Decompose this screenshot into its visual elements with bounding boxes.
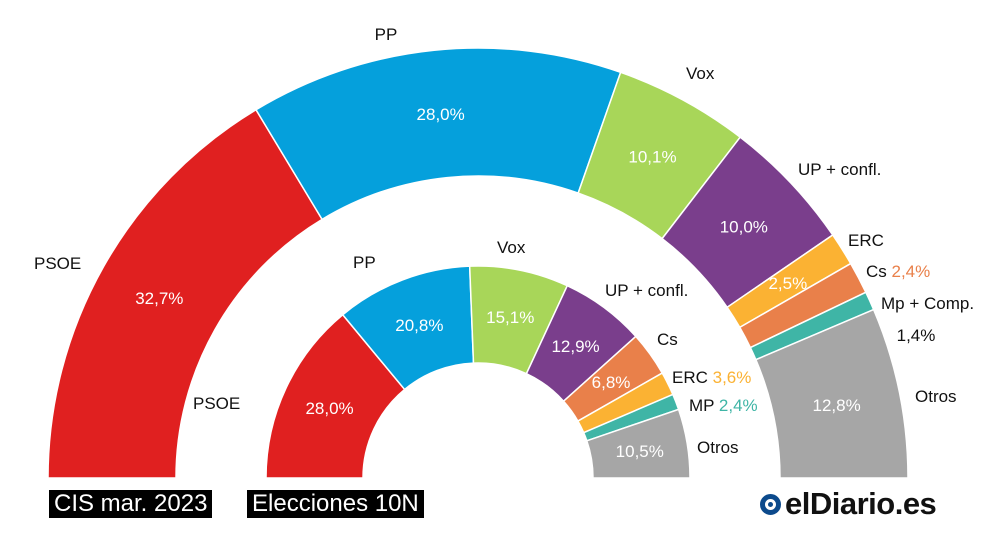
outer-slice-otros — [754, 308, 909, 479]
inner-label-psoe: PSOE — [193, 394, 240, 413]
outer-label-vox: Vox — [686, 64, 715, 83]
outer-label-up-confl: UP + confl. — [798, 160, 881, 179]
eldiario-logo-text: elDiario.es — [785, 486, 937, 521]
inner-label-vox: Vox — [497, 238, 526, 257]
outer-value-otros: 12,8% — [813, 396, 861, 415]
inner-value-otros: 10,5% — [616, 442, 664, 461]
inner-slice-otros — [585, 408, 691, 479]
outer-label-pp: PP — [375, 25, 398, 44]
eldiario-logo-icon — [760, 493, 781, 515]
outer-value-erc: 2,5% — [768, 274, 807, 293]
inner-label-pp: PP — [353, 253, 376, 272]
inner-label-mp: MP 2,4% — [689, 396, 758, 415]
outer-label-mp-comp: Mp + Comp. — [881, 294, 974, 313]
outer-label-otros: Otros — [915, 387, 957, 406]
inner-value-up-confl: 12,9% — [551, 337, 599, 356]
inner-label-erc: ERC 3,6% — [672, 368, 751, 387]
outer-label-erc: ERC — [848, 231, 884, 250]
outer-value-psoe: 32,7% — [135, 289, 183, 308]
inner-label-cs: Cs — [657, 330, 678, 349]
inner-value-cs: 6,8% — [592, 373, 631, 392]
outer-label-cs: Cs 2,4% — [866, 262, 930, 281]
inner-label-otros: Otros — [697, 438, 739, 457]
inner-chart-title: Elecciones 10N — [247, 490, 424, 518]
outer-value-mp-comp: 1,4% — [897, 326, 936, 345]
eldiario-logo: elDiario.es — [760, 484, 937, 524]
inner-label-up-confl: UP + confl. — [605, 281, 688, 300]
inner-value-vox: 15,1% — [486, 308, 534, 327]
inner-value-psoe: 28,0% — [305, 399, 353, 418]
outer-chart-title: CIS mar. 2023 — [49, 490, 213, 518]
outer-value-up-confl: 10,0% — [720, 217, 768, 236]
inner-value-pp: 20,8% — [395, 316, 443, 335]
outer-value-pp: 28,0% — [417, 105, 465, 124]
outer-slice-pp — [254, 47, 622, 221]
outer-label-psoe: PSOE — [34, 254, 81, 273]
outer-value-vox: 10,1% — [628, 147, 676, 166]
